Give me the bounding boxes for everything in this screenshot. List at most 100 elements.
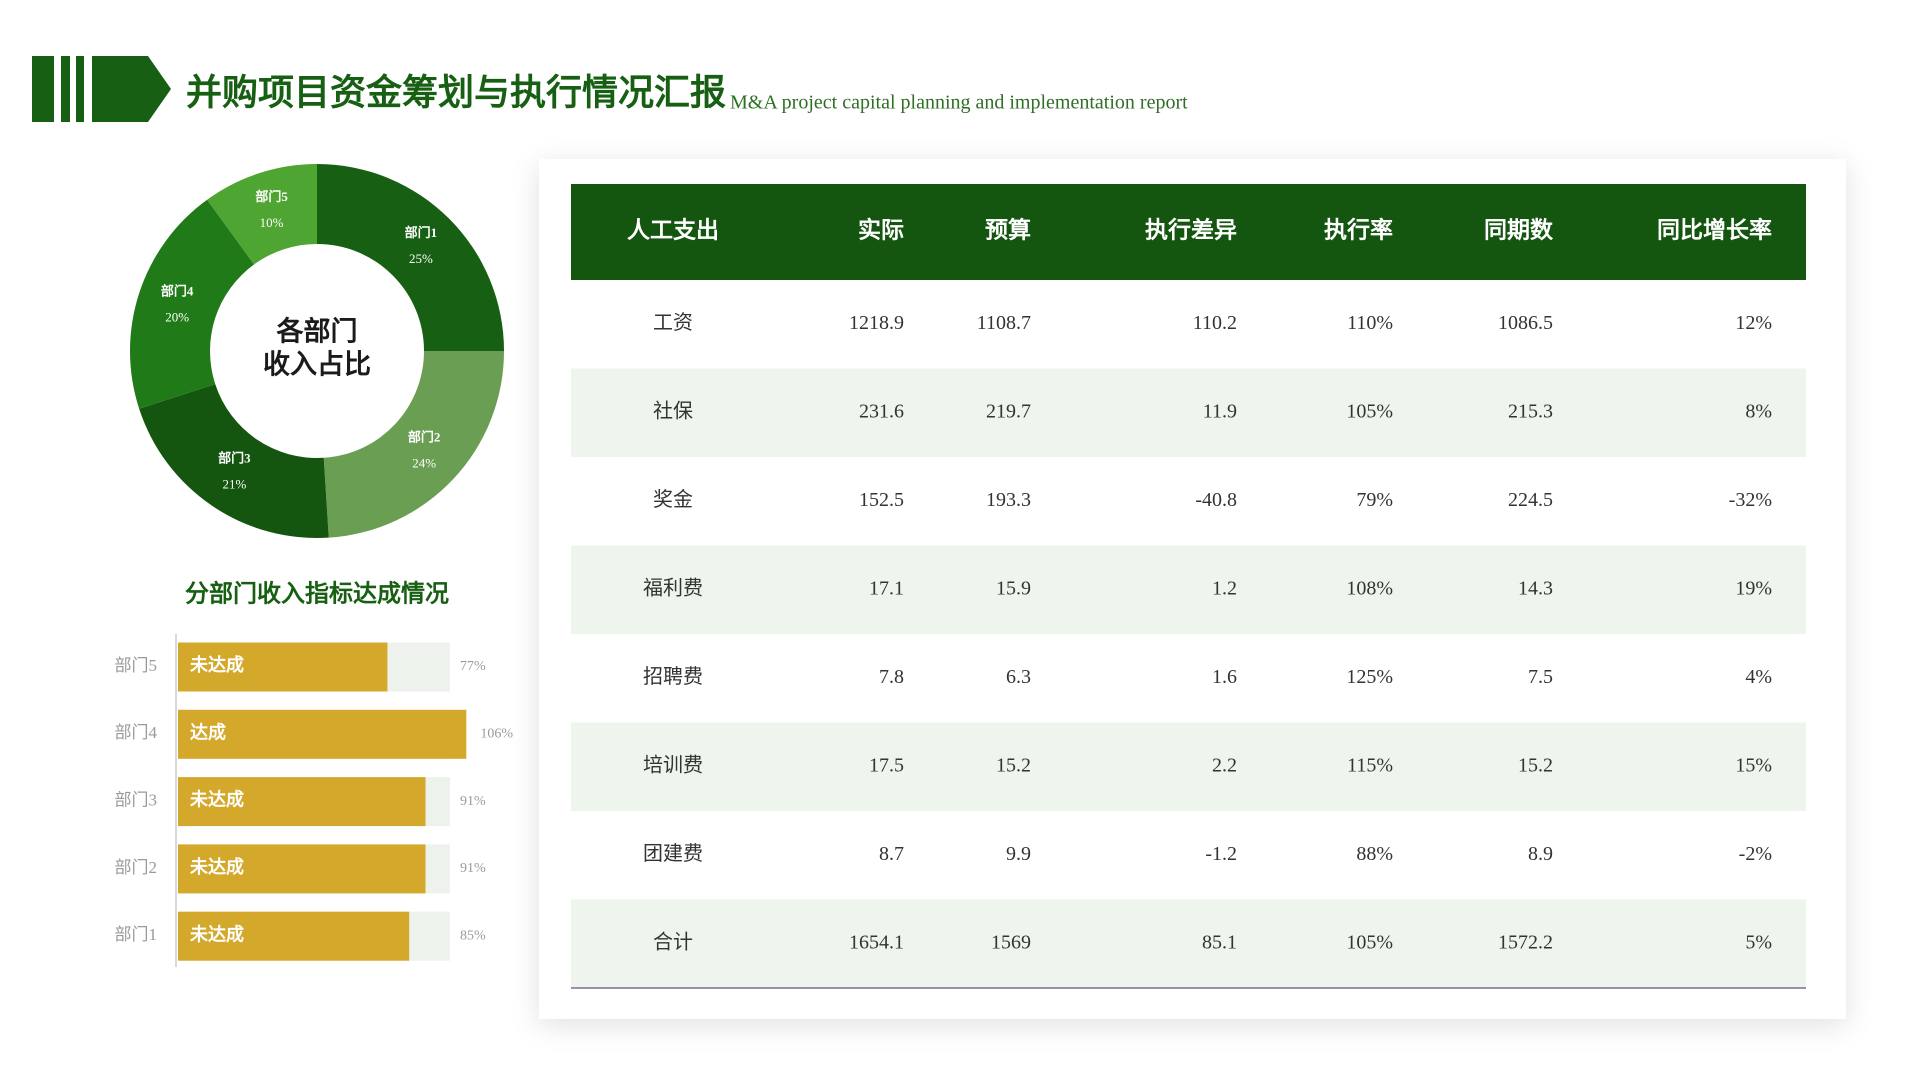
page-title: 并购项目资金筹划与执行情况汇报: [186, 71, 726, 112]
table-cell: 8.9: [1528, 843, 1553, 865]
table-cell: 231.6: [859, 400, 904, 422]
bar-status-label: 未达成: [190, 654, 244, 675]
donut-slice: [323, 351, 504, 538]
bar-value-label: 91%: [460, 861, 486, 876]
table-row-bg: [571, 368, 1806, 457]
bar-status-label: 未达成: [190, 856, 244, 877]
bar-status-label: 达成: [190, 721, 226, 742]
bar-category-label: 部门2: [115, 858, 158, 877]
bar: [178, 911, 410, 961]
table-cell: 17.1: [869, 577, 904, 599]
table-header-cell: 同期数: [1484, 217, 1554, 242]
table-cell: 15%: [1735, 754, 1772, 776]
table-cell: 224.5: [1508, 489, 1553, 511]
bar: [178, 844, 426, 894]
table-cell: 1572.2: [1498, 931, 1553, 953]
table-cell: 125%: [1346, 666, 1393, 688]
slice-label: 部门3: [218, 451, 251, 466]
table-cell: 1086.5: [1498, 312, 1553, 334]
table-cell: 工资: [653, 311, 693, 334]
table-cell: 8.7: [879, 843, 904, 865]
table-cell: 15.2: [1518, 754, 1553, 776]
table-cell: 110%: [1347, 312, 1393, 334]
slice-value-label: 25%: [409, 251, 433, 266]
table-cell: -1.2: [1205, 843, 1237, 865]
slice-label: 部门5: [255, 189, 288, 204]
table-header-cell: 人工支出: [627, 217, 719, 242]
table-cell: 6.3: [1006, 666, 1031, 688]
table-cell: 105%: [1346, 400, 1393, 422]
table-header-cell: 执行率: [1324, 216, 1393, 242]
table-cell: 215.3: [1508, 400, 1553, 422]
table-cell: 4%: [1745, 666, 1772, 688]
table-cell: 19%: [1735, 577, 1772, 599]
table-cell: 85.1: [1202, 931, 1237, 953]
bar: [178, 642, 388, 692]
donut-slice: [317, 164, 504, 351]
donut-center-title: 各部门收入占比: [263, 316, 371, 380]
table-cell: 1.2: [1212, 577, 1237, 599]
header-icon: [32, 56, 171, 122]
table-cell: 奖金: [653, 488, 693, 511]
table-cell: 11.9: [1203, 400, 1237, 422]
table-cell: 79%: [1356, 489, 1393, 511]
table-cell: 招聘费: [643, 665, 703, 688]
table-header-cell: 实际: [858, 216, 904, 242]
table-header-cell: 同比增长率: [1657, 216, 1772, 242]
bar-value-label: 85%: [460, 928, 486, 943]
slice-value-label: 20%: [165, 310, 189, 325]
table-cell: 1.6: [1212, 666, 1237, 688]
slice-label: 部门2: [408, 430, 441, 445]
table-cell: -40.8: [1195, 489, 1237, 511]
bar-category-label: 部门3: [115, 791, 158, 810]
bar: [178, 709, 467, 759]
table-cell: 15.2: [996, 754, 1031, 776]
table-cell: 8%: [1745, 400, 1772, 422]
table-header-cell: 预算: [985, 216, 1031, 242]
table-cell: 福利费: [643, 576, 703, 599]
slice-value-label: 10%: [260, 215, 284, 230]
table-cell: 152.5: [859, 489, 904, 511]
table-cell: 108%: [1346, 577, 1393, 599]
table-cell: 团建费: [643, 842, 703, 865]
table-cell: 合计: [653, 930, 693, 953]
bar-status-label: 未达成: [190, 789, 244, 810]
table-cell: 15.9: [996, 577, 1031, 599]
table-row-bg: [571, 899, 1806, 988]
table-cell: 7.5: [1528, 666, 1553, 688]
bar-chart-title: 分部门收入指标达成情况: [185, 580, 449, 608]
table-cell: 105%: [1346, 931, 1393, 953]
table-row-bg: [571, 722, 1806, 811]
table-cell: 5%: [1745, 931, 1772, 953]
table-cell: 219.7: [986, 400, 1031, 422]
table-cell: 110.2: [1193, 312, 1237, 334]
table-cell: 2.2: [1212, 754, 1237, 776]
table-cell: 193.3: [986, 489, 1031, 511]
page-subtitle: M&A project capital planning and impleme…: [730, 92, 1188, 114]
bar-category-label: 部门4: [115, 723, 158, 742]
table-cell: 88%: [1356, 843, 1393, 865]
bar-value-label: 91%: [460, 794, 486, 809]
table-cell: 社保: [653, 399, 693, 422]
donut-slice: [129, 199, 255, 409]
table-cell: 1654.1: [849, 931, 904, 953]
bar-category-label: 部门1: [115, 925, 158, 944]
bar: [178, 777, 426, 827]
bar-category-label: 部门5: [115, 656, 158, 675]
bar-value-label: 77%: [460, 659, 486, 674]
table-cell: 115%: [1347, 754, 1393, 776]
table-cell: 17.5: [869, 754, 904, 776]
slice-label: 部门1: [405, 225, 438, 240]
table-cell: 12%: [1735, 312, 1772, 334]
donut-slice: [207, 164, 317, 265]
bar-value-label: 106%: [480, 727, 513, 742]
table-header-bg: [571, 184, 1806, 280]
slice-value-label: 24%: [412, 456, 436, 471]
table-cell: 1108.7: [977, 312, 1031, 334]
donut-slice: [139, 384, 329, 538]
table-cell: -2%: [1739, 843, 1772, 865]
slice-value-label: 21%: [222, 477, 246, 492]
bar-status-label: 未达成: [190, 923, 244, 944]
